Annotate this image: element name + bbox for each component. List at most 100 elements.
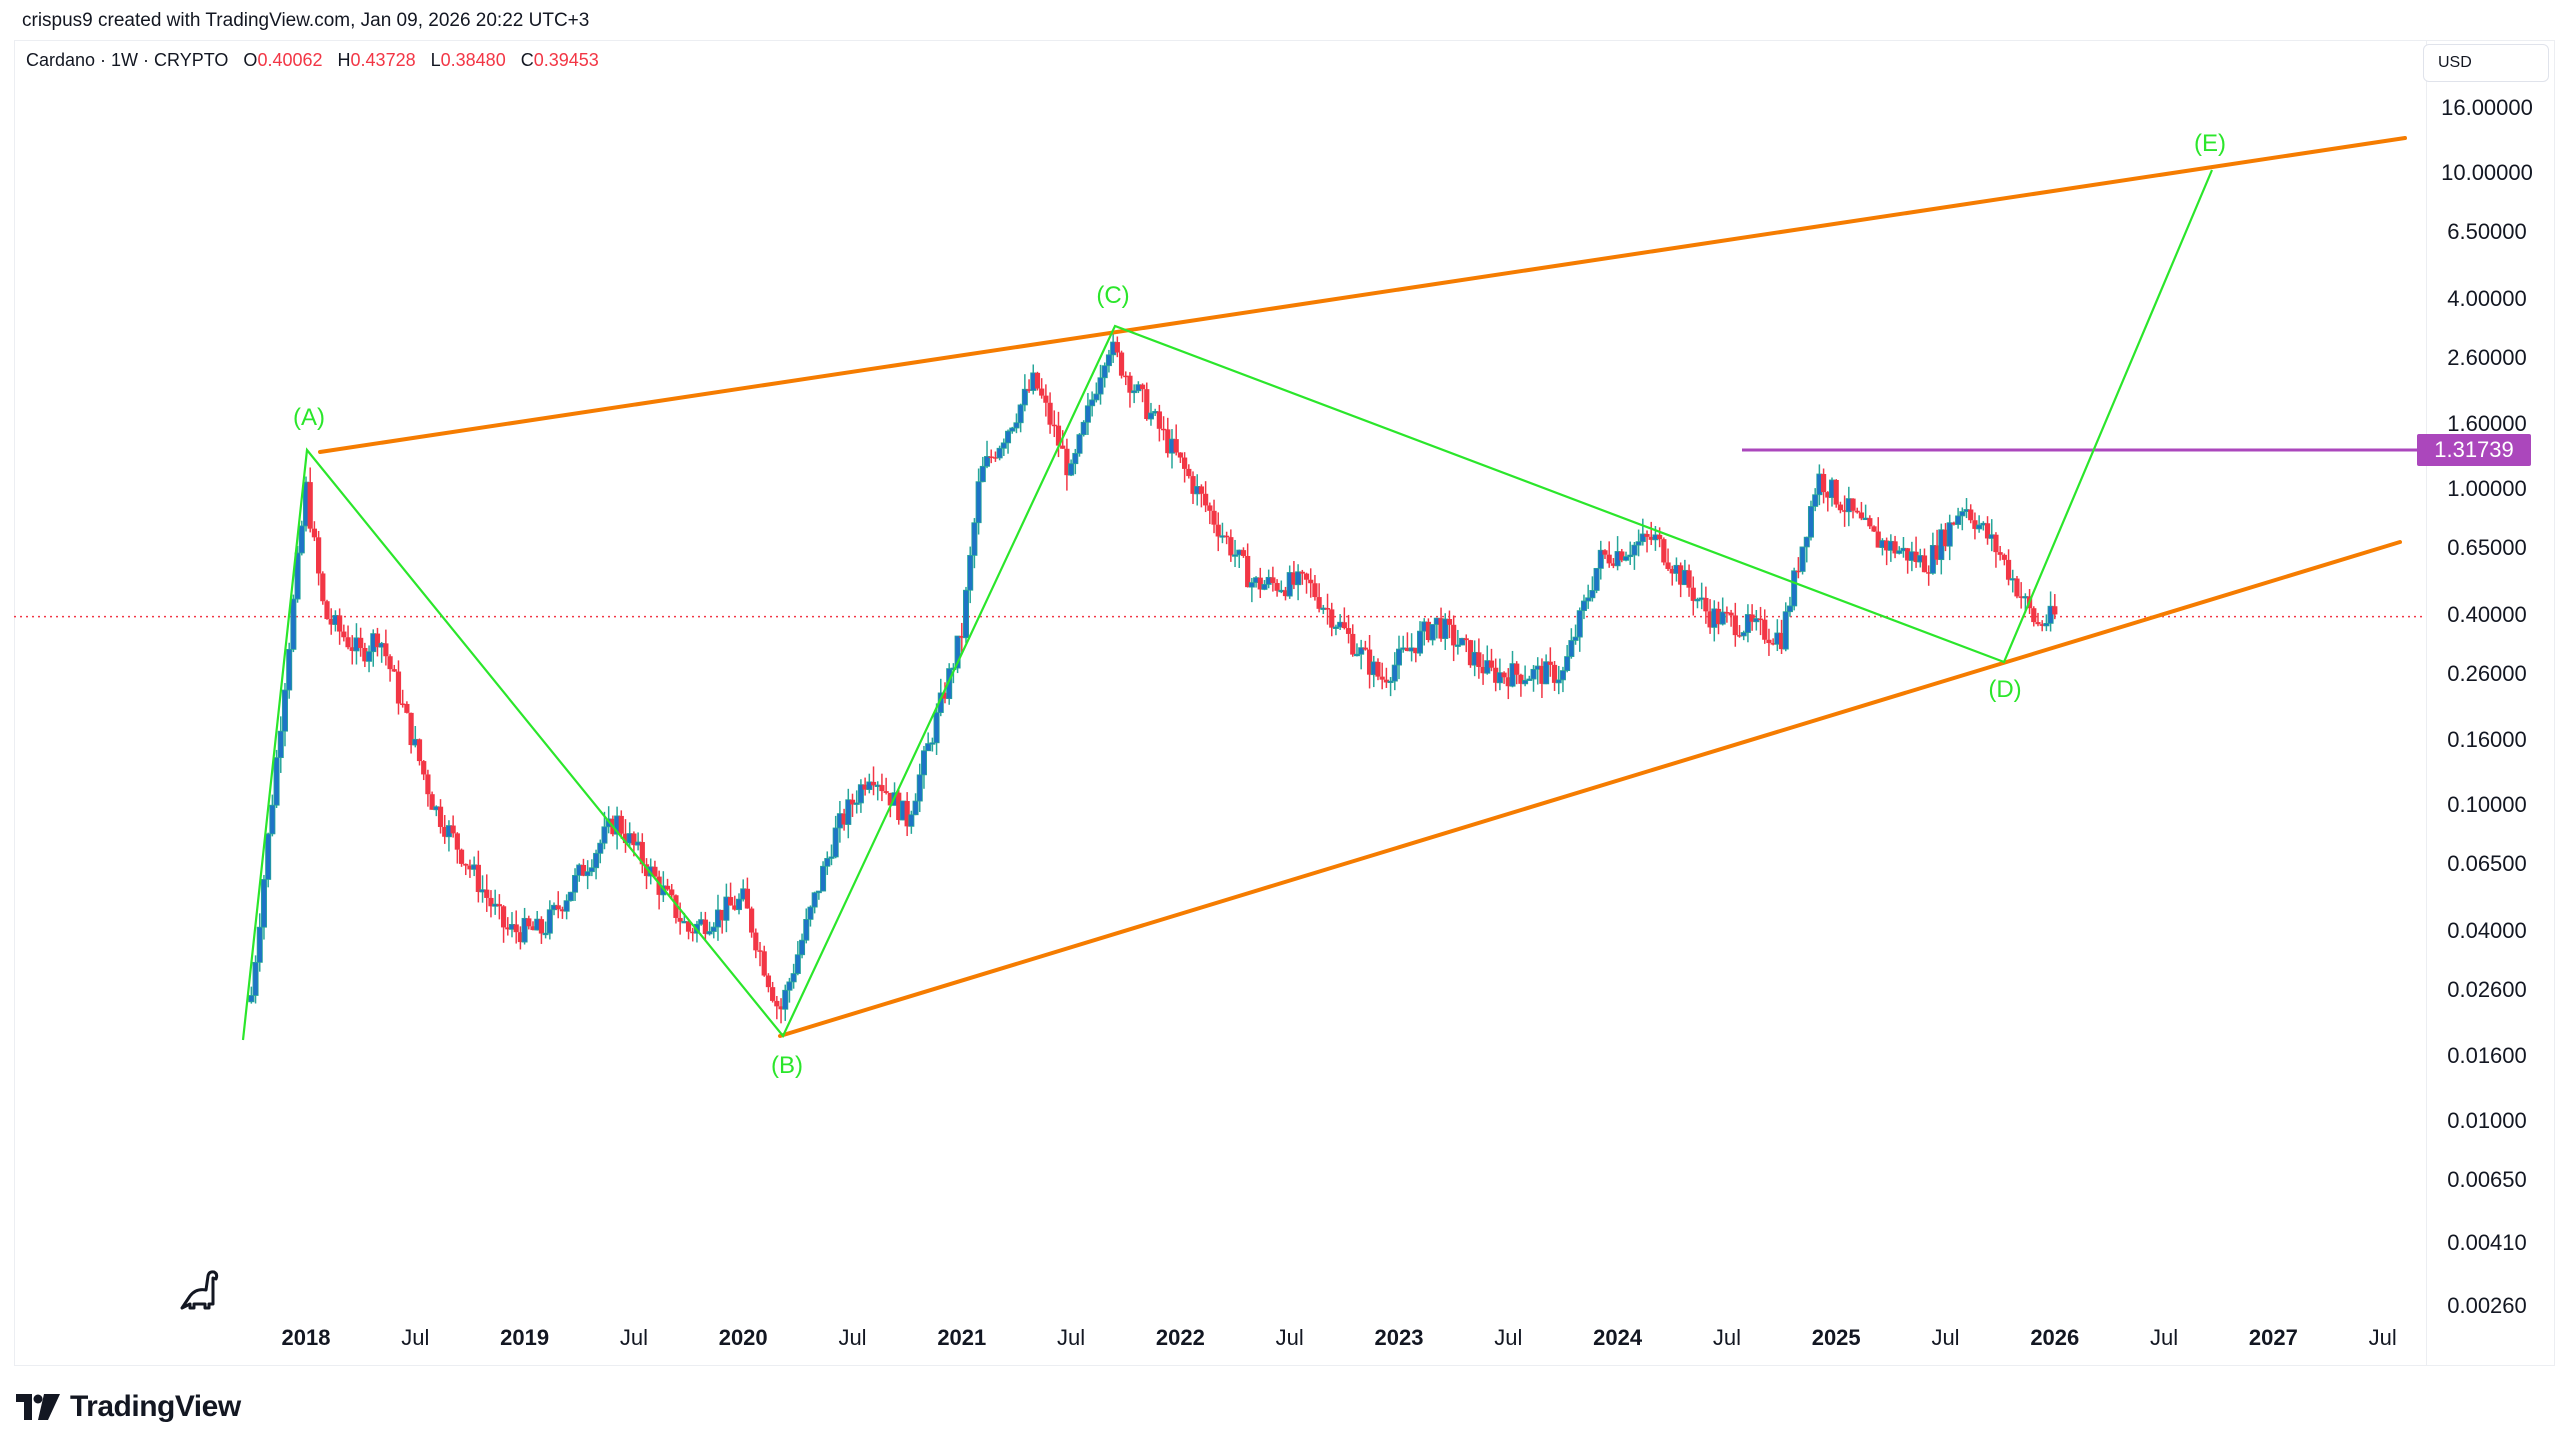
candle-down: [559, 909, 566, 912]
candle-up: [1568, 640, 1575, 657]
candle-down: [1850, 498, 1856, 511]
candle-down: [1299, 571, 1305, 574]
dinosaur-icon[interactable]: [176, 1268, 220, 1314]
candle-up: [794, 954, 801, 974]
candle-down: [526, 918, 532, 927]
candle-up: [1580, 600, 1587, 611]
candle-down: [1257, 577, 1263, 590]
time-tick: 2022: [1155, 1325, 1205, 1350]
candle-down: [517, 932, 523, 943]
candle-up: [1021, 388, 1028, 406]
candle-down: [1362, 647, 1368, 650]
candle-down: [1820, 474, 1827, 493]
candle-up: [1076, 434, 1083, 454]
candle-down: [1926, 572, 1932, 574]
symbol-name: Cardano · 1W · CRYPTO: [26, 50, 229, 70]
candle-down: [778, 1006, 784, 1010]
price-tick: 0.00650: [2447, 1167, 2527, 1193]
candle-down: [992, 457, 999, 459]
currency-selector[interactable]: USD: [2423, 44, 2549, 82]
candle-up: [1093, 393, 1100, 401]
candle-down: [1724, 612, 1730, 614]
candle-up: [710, 926, 717, 932]
candle-down: [1972, 520, 1978, 529]
candle-down: [1493, 667, 1499, 683]
candle-up: [1959, 511, 1966, 517]
candle-up: [799, 939, 806, 956]
close-value: 0.39453: [533, 50, 599, 70]
price-tick: 6.50000: [2447, 219, 2527, 245]
candle-up: [857, 784, 864, 804]
candle-up: [916, 774, 923, 802]
candle-down: [500, 906, 507, 928]
candle-down: [1291, 572, 1297, 585]
candle-down: [849, 799, 856, 805]
time-tick: 2019: [500, 1325, 550, 1350]
candle-down: [744, 888, 751, 909]
candle-up: [782, 989, 789, 1010]
candle-down: [555, 905, 561, 910]
candle-up: [1526, 678, 1533, 681]
candle-down: [1942, 529, 1949, 547]
candle-up: [248, 995, 255, 1003]
tradingview-logo[interactable]: TradingView: [16, 1390, 241, 1424]
price-tick: 0.16000: [2447, 727, 2527, 753]
chart-frame[interactable]: [14, 40, 2555, 1366]
candle-up: [521, 917, 528, 943]
candle-down: [1762, 619, 1768, 640]
candle-up: [1976, 524, 1983, 530]
candle-up: [1744, 614, 1751, 633]
candle-up: [1261, 584, 1268, 590]
candle-down: [639, 842, 645, 865]
candle-down: [1207, 505, 1213, 511]
candle-down: [1703, 597, 1709, 612]
candle-down: [761, 951, 767, 976]
time-tick: 2023: [1374, 1325, 1424, 1350]
candle-down: [580, 864, 587, 876]
candle-down: [1539, 666, 1545, 684]
candle-up: [971, 522, 978, 556]
candle-down: [425, 774, 431, 795]
candle-down: [2035, 622, 2041, 625]
candle-down: [1749, 614, 1755, 622]
candle-down: [631, 833, 637, 846]
price-axis-divider: [2426, 40, 2427, 1366]
candle-down: [1043, 395, 1049, 403]
candle-up: [1391, 664, 1398, 682]
candle-down: [1884, 540, 1890, 551]
candle-down: [1993, 534, 1999, 553]
candle-down: [1144, 389, 1150, 419]
candle-up: [2047, 605, 2054, 624]
price-tick: 0.00260: [2447, 1292, 2527, 1318]
candle-up: [1639, 533, 1646, 543]
candle-down: [618, 815, 624, 834]
time-tick: Jul: [401, 1325, 430, 1350]
candle-up: [277, 730, 284, 759]
candle-down: [1665, 562, 1671, 569]
candle-down: [1837, 504, 1844, 511]
candle-down: [1968, 509, 1974, 521]
wedge-lower-line: [778, 540, 2402, 1038]
candle-down: [1951, 522, 1957, 525]
candle-down: [1514, 663, 1520, 675]
candle-down: [1619, 551, 1625, 561]
wave-label-d: (D): [1988, 676, 2022, 703]
candle-down: [404, 703, 410, 713]
elliott-wave-path: [241, 169, 2214, 1041]
candle-down: [307, 482, 313, 529]
candle-down: [421, 761, 427, 775]
candle-down: [1051, 424, 1057, 427]
high-value: 0.43728: [350, 50, 416, 70]
candle-down: [2039, 624, 2045, 626]
time-tick: 2026: [2030, 1325, 2080, 1350]
candle-up: [723, 896, 730, 921]
candle-down: [732, 905, 738, 910]
price-tick: 0.40000: [2447, 601, 2527, 627]
candle-down: [1984, 523, 1991, 539]
time-tick: Jul: [1275, 1325, 1304, 1350]
candle-down: [1383, 679, 1389, 683]
candle-up: [1358, 647, 1365, 655]
candle-up: [1459, 637, 1466, 646]
candle-down: [1913, 551, 1919, 563]
